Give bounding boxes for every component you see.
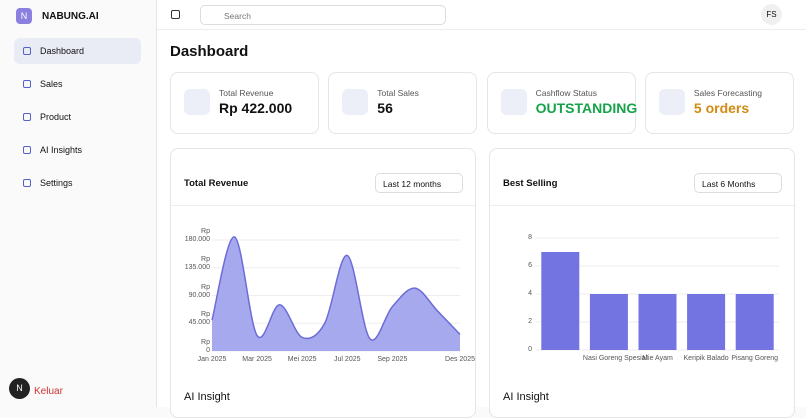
x-tick-label: Sep 2025 (377, 356, 408, 363)
x-tick-label: Mar 2025 (242, 356, 272, 363)
stat-card: Sales Forecasting 5 orders (644, 72, 794, 134)
y-tick-label: 0 (528, 346, 532, 353)
card-icon (184, 89, 210, 115)
card-label: Total Revenue (219, 88, 274, 98)
chart-panel: Best Selling Last 6 Months AI Insight 0 2 4 6 8… (489, 148, 795, 418)
y-tick-label: 2 (528, 318, 532, 325)
user-avatar[interactable]: FS (761, 4, 782, 25)
x-tick-label: Nasi Goreng Spesial (582, 355, 648, 362)
card-icon (500, 89, 527, 115)
nav-item[interactable]: AI Insights (14, 137, 141, 163)
stat-card: Cashflow Status OUTSTANDING (486, 72, 638, 134)
chart (211, 236, 461, 352)
y-tick-label: Rp 0 (201, 339, 210, 354)
bar (638, 294, 677, 350)
card-value: OUTSTANDING (535, 100, 638, 116)
nav-icon (23, 146, 31, 154)
nav-icon (23, 179, 31, 187)
stat-card: Total Revenue Rp 422.000 (170, 72, 319, 134)
logo: N (16, 8, 32, 24)
panel-title: Total Revenue (184, 178, 249, 189)
y-tick-label: Rp 45.000 (188, 311, 210, 327)
x-tick-label: Keripik Balado (683, 355, 729, 362)
y-tick-label: 6 (528, 262, 532, 269)
y-tick-label: 4 (528, 290, 532, 297)
x-tick-label: Jul 2025 (334, 356, 361, 363)
bar (687, 294, 726, 350)
card-label: Total Sales (377, 88, 419, 98)
header-line (157, 29, 806, 30)
bar (541, 252, 580, 350)
chart-panel: Total Revenue Last 12 months AI Insight Rp … (170, 148, 476, 418)
y-tick-label: 8 (528, 234, 532, 241)
app-name: NABUNG.AI (42, 11, 99, 22)
y-tick-label: Rp 90.000 (188, 283, 210, 299)
search[interactable]: Search (200, 5, 446, 25)
x-tick-label: Mei 2025 (287, 356, 317, 363)
logout[interactable]: Keluar (34, 386, 63, 397)
separator (490, 205, 794, 206)
x-tick-label: Mie Ayam (642, 355, 673, 362)
nav-icon (23, 80, 31, 88)
filter-select[interactable]: Last 12 months (375, 173, 463, 193)
avatar: N (9, 378, 30, 399)
card-value: 5 orders (693, 100, 750, 116)
nav-item[interactable]: Product (14, 104, 141, 130)
sidebar: N NABUNG.AI N Keluar Dashboard Sales Produ… (0, 0, 157, 407)
separator (171, 205, 475, 206)
card-value: 56 (377, 100, 393, 116)
stat-card: Total Sales 56 (328, 72, 478, 134)
card-icon (658, 89, 685, 115)
insight-title: AI Insight (503, 391, 549, 403)
nav-item[interactable]: Settings (14, 170, 141, 196)
card-value: Rp 422.000 (219, 100, 293, 116)
card-label: Sales Forecasting (693, 88, 762, 98)
line (211, 236, 461, 341)
area (212, 236, 460, 351)
x-tick-label: Pisang Goreng (731, 355, 779, 362)
card-label: Cashflow Status (535, 88, 598, 98)
nav-item[interactable]: Sales (14, 71, 141, 97)
y-tick-label: Rp 135.000 (184, 255, 210, 271)
x-tick-label: Jan 2025 (197, 356, 227, 363)
panel-title: Best Selling (503, 178, 558, 189)
chart (536, 237, 779, 351)
sidebar-toggle[interactable] (171, 10, 180, 19)
card-icon (342, 89, 369, 115)
insight-title: AI Insight (184, 391, 230, 403)
bar (589, 294, 628, 350)
filter-select[interactable]: Last 6 Months (694, 173, 782, 193)
nav-icon (23, 47, 31, 55)
page-title: Dashboard (170, 43, 249, 60)
y-tick-label: Rp 180.000 (184, 228, 210, 243)
nav-item[interactable]: Dashboard (14, 38, 141, 64)
nav-icon (23, 113, 31, 121)
x-tick-label: Des 2025 (445, 356, 475, 363)
bar (735, 294, 774, 350)
